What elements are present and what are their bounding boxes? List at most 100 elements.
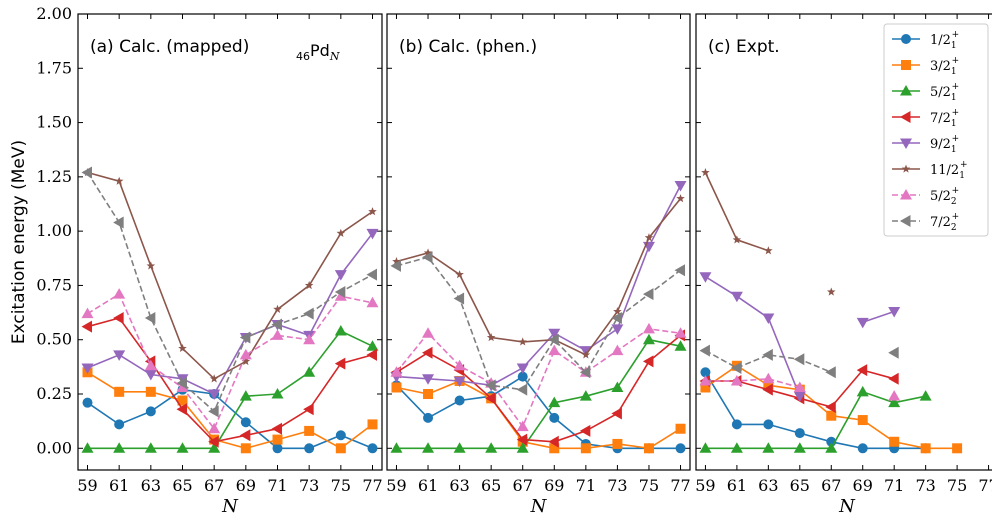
data-point: [454, 395, 465, 406]
data-point: [581, 350, 591, 359]
legend-entry: 9/21+9/2₁⁺: [892, 134, 959, 155]
series-3: [81, 325, 379, 453]
data-point: [335, 430, 346, 441]
data-point: [367, 443, 378, 454]
data-point: [730, 374, 743, 386]
data-point: [642, 333, 655, 345]
data-point: [239, 348, 252, 360]
data-point: [731, 419, 742, 430]
x-tick-label: 71: [884, 476, 904, 495]
data-point: [518, 337, 527, 346]
x-tick-label: 65: [790, 476, 810, 495]
data-point: [144, 369, 157, 381]
series-2: [82, 367, 378, 454]
series-1: [82, 384, 378, 454]
data-point: [548, 344, 561, 356]
data-point: [579, 424, 591, 437]
series-line: [395, 328, 681, 429]
data-point: [81, 442, 94, 453]
data-point: [516, 442, 529, 453]
data-point: [271, 388, 284, 399]
series-line: [87, 371, 373, 450]
data-point: [240, 443, 251, 454]
data-point: [144, 442, 157, 453]
legend-label: 5/22+5/2₂⁺: [930, 186, 959, 207]
data-point: [485, 442, 498, 453]
legend-entry: 1/21+1/2₁⁺: [892, 30, 959, 51]
data-point: [674, 327, 687, 338]
data-point: [391, 382, 402, 393]
data-point: [642, 355, 654, 368]
data-point: [699, 442, 712, 453]
data-point: [271, 318, 282, 331]
series-line: [396, 198, 682, 356]
data-point: [516, 420, 529, 432]
data-point: [239, 390, 252, 401]
data-point: [335, 443, 346, 454]
x-tick-label: 67: [513, 476, 533, 495]
data-point: [208, 435, 219, 448]
data-point: [304, 443, 315, 454]
panel-2: 59 61 63 65 67 69 71 73 75 77 N (b) Calc. (phen.): [386, 13, 691, 517]
data-point: [272, 443, 283, 454]
data-point: [239, 331, 251, 344]
data-point: [304, 425, 315, 436]
data-point: [642, 322, 655, 334]
data-point: [114, 419, 125, 430]
legend-marker: [900, 85, 912, 96]
data-point: [366, 340, 379, 351]
data-point: [392, 257, 401, 266]
y-tick-label: 1.50: [36, 113, 72, 132]
data-point: [144, 359, 157, 371]
series-line: [395, 375, 681, 450]
data-point: [113, 312, 124, 324]
data-point: [732, 235, 742, 244]
legend-label: 5/21+5/2₁⁺: [930, 82, 959, 103]
data-point: [390, 366, 403, 377]
data-point: [674, 181, 687, 192]
data-point: [516, 433, 528, 446]
data-point: [334, 357, 346, 370]
y-tick-label: 2.00: [36, 4, 72, 23]
data-point: [453, 292, 465, 305]
data-point: [81, 320, 92, 333]
data-point: [762, 383, 773, 396]
legend-entry: 11/21+11/2₁⁺: [892, 160, 967, 181]
panel-title: (a) Calc. (mapped): [90, 37, 249, 57]
series-line: [396, 185, 682, 387]
x-tick-label: 77: [978, 476, 992, 495]
x-tick-label: 65: [481, 476, 501, 495]
y-tick-label: 0.50: [36, 330, 72, 349]
series-line: [396, 256, 681, 391]
legend-label: 7/22+7/2₂⁺: [930, 212, 959, 233]
series-6: [701, 168, 836, 296]
data-point: [390, 442, 403, 453]
x-tick-label: 71: [576, 476, 596, 495]
data-point: [794, 428, 805, 439]
data-point: [549, 443, 560, 454]
data-point: [178, 343, 187, 353]
data-point: [81, 363, 94, 374]
x-tick-label: 71: [267, 476, 287, 495]
data-point: [825, 442, 838, 453]
y-tick-label: 1.75: [36, 58, 72, 77]
data-point: [336, 228, 346, 237]
data-point: [793, 442, 806, 453]
data-point: [611, 344, 624, 356]
series-line: [396, 380, 681, 450]
y-axis-label: Excitation energy (MeV): [9, 140, 29, 344]
legend-label: 9/21+9/2₁⁺: [930, 134, 959, 155]
data-point: [81, 307, 94, 319]
series-line: [705, 349, 832, 374]
data-point: [762, 313, 775, 324]
data-point: [82, 397, 93, 408]
data-point: [303, 366, 316, 377]
series-line: [705, 390, 926, 450]
series-4: [81, 312, 377, 448]
panel-title: (c) Expt.: [708, 37, 780, 57]
series-line: [396, 334, 682, 443]
data-point: [889, 436, 900, 447]
data-point: [113, 216, 124, 229]
data-point: [145, 406, 156, 417]
data-point: [856, 317, 869, 329]
